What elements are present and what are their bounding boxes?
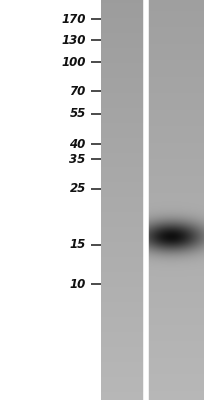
Text: 170: 170: [61, 13, 86, 26]
Text: 100: 100: [61, 56, 86, 68]
Text: 15: 15: [69, 238, 86, 251]
Text: 70: 70: [69, 85, 86, 98]
Text: 40: 40: [69, 138, 86, 150]
Text: 25: 25: [69, 182, 86, 195]
Text: 10: 10: [69, 278, 86, 290]
Text: 55: 55: [69, 108, 86, 120]
Text: 35: 35: [69, 153, 86, 166]
Text: 130: 130: [61, 34, 86, 46]
